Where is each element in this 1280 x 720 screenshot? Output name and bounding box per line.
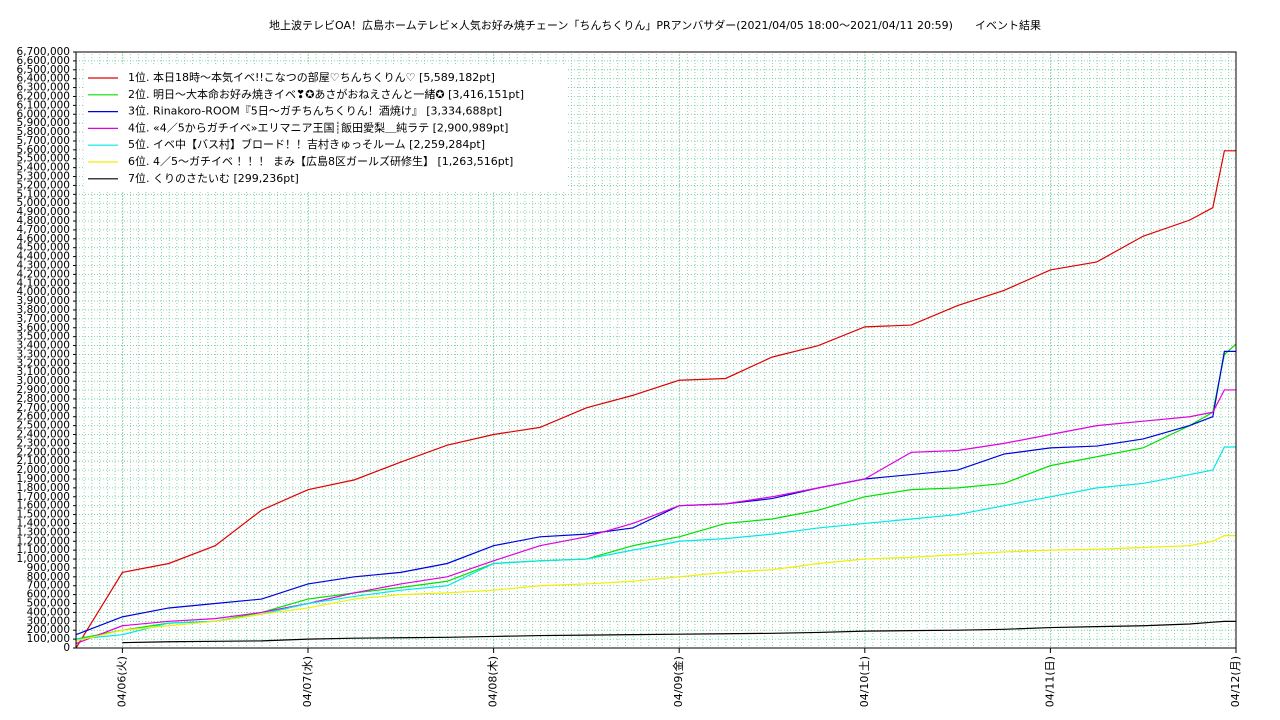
y-tick-label: 6,400,000 — [17, 73, 70, 85]
y-tick-label: 2,500,000 — [17, 420, 70, 432]
y-tick-label: 4,100,000 — [17, 277, 70, 289]
y-tick-label: 2,400,000 — [17, 429, 70, 441]
y-tick-label: 1,900,000 — [17, 473, 70, 485]
y-tick-label: 4,000,000 — [17, 286, 70, 298]
y-tick-label: 1,700,000 — [17, 491, 70, 503]
legend-label: 6位. 4／5〜ガチイベ ！！！ まみ【広島8区ガールズ研修生】 [1,263,… — [128, 154, 513, 168]
legend-label: 7位. くりのさたいむ [299,236pt] — [128, 171, 299, 185]
chart-title: 地上波テレビOA！広島ホームテレビ×人気お好み焼チェーン「ちんちくりん」PRアン… — [269, 18, 1041, 32]
axes: 0100,000200,000300,000400,000500,000600,… — [17, 46, 1242, 707]
y-tick-label: 3,600,000 — [17, 322, 70, 334]
y-tick-label: 5,900,000 — [17, 117, 70, 129]
y-tick-label: 6,300,000 — [17, 82, 70, 94]
plot-frame — [75, 51, 1237, 649]
y-tick-label: 500,000 — [27, 598, 70, 610]
x-tick-label: 04/08(木) — [487, 656, 500, 707]
y-tick-label: 4,900,000 — [17, 206, 70, 218]
y-tick-label: 2,900,000 — [17, 384, 70, 396]
y-tick-label: 4,300,000 — [17, 259, 70, 271]
y-tick-label: 1,800,000 — [17, 482, 70, 494]
y-tick-label: 4,800,000 — [17, 215, 70, 227]
y-tick-label: 1,000,000 — [17, 553, 70, 565]
legend-label: 4位. «4／5からガチイベ»エリマニア王国┊飯田愛梨＿純ラテ [2,900,9… — [128, 120, 508, 134]
x-tick-label: 04/07(水) — [301, 656, 314, 707]
y-tick-label: 6,700,000 — [17, 46, 70, 58]
series-line — [75, 150, 1236, 649]
y-tick-label: 5,500,000 — [17, 153, 70, 165]
y-tick-label: 600,000 — [27, 589, 70, 601]
y-tick-label: 6,000,000 — [17, 108, 70, 120]
y-tick-label: 4,600,000 — [17, 233, 70, 245]
y-tick-label: 5,200,000 — [17, 179, 70, 191]
y-tick-label: 5,400,000 — [17, 162, 70, 174]
series-line — [75, 446, 1236, 640]
y-tick-label: 400,000 — [27, 606, 70, 618]
y-tick-label: 3,700,000 — [17, 313, 70, 325]
y-tick-label: 6,200,000 — [17, 90, 70, 102]
legend-label: 2位. 明日〜大本命お好み焼きイベ❣✪あさがおねえさんと一緒✪ [3,416,1… — [128, 87, 524, 101]
series-line — [75, 343, 1237, 640]
y-tick-label: 3,400,000 — [17, 340, 70, 352]
lines — [75, 150, 1237, 649]
y-tick-label: 3,800,000 — [17, 304, 70, 316]
y-tick-label: 1,600,000 — [17, 500, 70, 512]
legend-label: 3位. Rinakoro-ROOM『5日〜ガチちんちくりん！酒焼け』 [3,33… — [128, 104, 502, 118]
y-tick-label: 100,000 — [27, 633, 70, 645]
y-tick-label: 1,200,000 — [17, 535, 70, 547]
y-tick-label: 3,200,000 — [17, 357, 70, 369]
y-tick-label: 2,600,000 — [17, 411, 70, 423]
y-tick-label: 6,100,000 — [17, 99, 70, 111]
y-tick-label: 2,700,000 — [17, 402, 70, 414]
x-tick-label: 04/06(火) — [115, 656, 128, 707]
y-tick-label: 2,000,000 — [17, 464, 70, 476]
y-tick-label: 700,000 — [27, 580, 70, 592]
y-tick-label: 5,100,000 — [17, 188, 70, 200]
y-tick-label: 5,600,000 — [17, 144, 70, 156]
x-tick-label: 04/10(土) — [858, 656, 871, 707]
x-tick-label: 04/09(金) — [671, 656, 685, 707]
y-tick-label: 2,300,000 — [17, 437, 70, 449]
y-tick-label: 3,500,000 — [17, 331, 70, 343]
x-tick-label: 04/12(月) — [1229, 656, 1242, 707]
y-tick-label: 0 — [63, 642, 70, 654]
y-tick-label: 300,000 — [27, 615, 70, 627]
y-tick-label: 800,000 — [27, 571, 70, 583]
legend: 1位. 本日18時〜本気イベ!!こなつの部屋♡ちんちくりん♡ [5,589,18… — [88, 70, 524, 185]
y-tick-label: 4,200,000 — [17, 268, 70, 280]
y-tick-label: 5,000,000 — [17, 197, 70, 209]
y-tick-label: 1,400,000 — [17, 517, 70, 529]
y-tick-label: 5,300,000 — [17, 171, 70, 183]
y-tick-label: 900,000 — [27, 562, 70, 574]
y-tick-label: 2,100,000 — [17, 455, 70, 467]
y-tick-label: 3,300,000 — [17, 348, 70, 360]
y-tick-label: 6,600,000 — [17, 55, 70, 67]
y-tick-label: 4,500,000 — [17, 242, 70, 254]
y-tick-label: 4,700,000 — [17, 224, 70, 236]
y-tick-label: 200,000 — [27, 624, 70, 636]
legend-label: 5位. イベ中【バス村】ブロード！！吉村きゅっそルーム [2,259,284pt… — [128, 137, 485, 151]
legend-box — [84, 64, 566, 192]
y-tick-label: 3,900,000 — [17, 295, 70, 307]
y-tick-label: 3,000,000 — [17, 375, 70, 387]
x-tick-label: 04/11(日) — [1043, 656, 1056, 707]
series-line — [75, 535, 1236, 642]
y-tick-label: 5,700,000 — [17, 135, 70, 147]
y-tick-label: 4,400,000 — [17, 251, 70, 263]
y-tick-label: 2,200,000 — [17, 446, 70, 458]
y-tick-label: 1,500,000 — [17, 509, 70, 521]
y-tick-label: 5,800,000 — [17, 126, 70, 138]
y-tick-label: 6,500,000 — [17, 64, 70, 76]
series-line — [122, 620, 1236, 644]
y-tick-label: 1,100,000 — [17, 544, 70, 556]
y-tick-label: 3,100,000 — [17, 366, 70, 378]
legend-label: 1位. 本日18時〜本気イベ!!こなつの部屋♡ちんちくりん♡ [5,589,18… — [128, 70, 495, 84]
y-tick-label: 1,300,000 — [17, 526, 70, 538]
y-tick-label: 2,800,000 — [17, 393, 70, 405]
series-line — [75, 389, 1236, 645]
